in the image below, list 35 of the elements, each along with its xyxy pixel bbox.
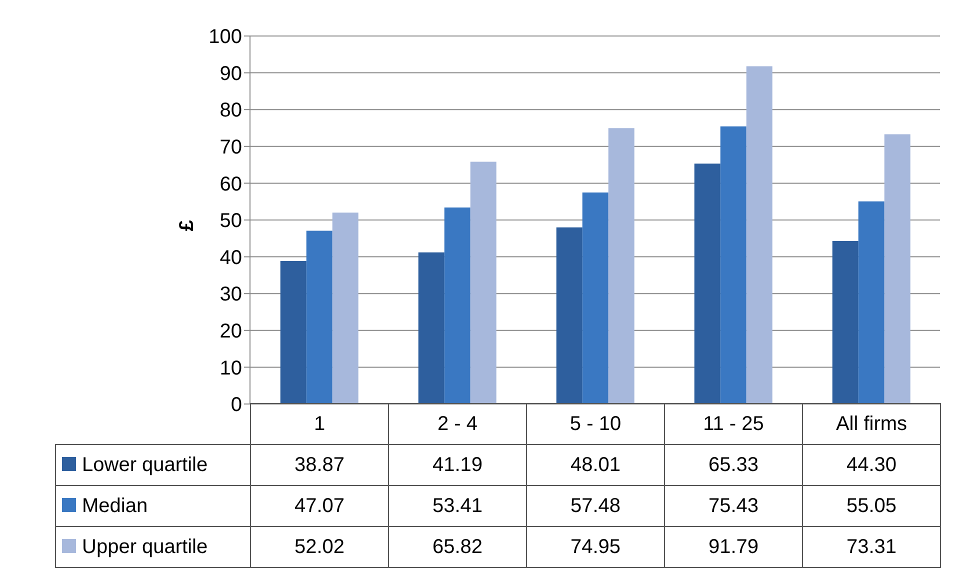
x-tick-label: All firms [802, 404, 940, 444]
data-label: 65.33 [664, 444, 802, 486]
data-label: 74.95 [526, 526, 664, 568]
y-tick-label: 50 [220, 210, 242, 232]
y-tick-label: 80 [220, 100, 242, 122]
x-tick-label: 2 - 4 [388, 404, 526, 444]
y-tick-label: 10 [220, 357, 242, 380]
data-label: 38.87 [250, 444, 388, 486]
y-tick-label: 20 [220, 320, 242, 342]
data-label: 52.02 [250, 526, 388, 568]
y-tick-label: 0 [230, 394, 242, 416]
y-tick-label: 90 [220, 62, 242, 85]
data-label: 44.30 [802, 444, 940, 486]
legend-label: Median [56, 486, 250, 526]
data-label: 65.82 [388, 526, 526, 568]
data-label: 75.43 [664, 486, 802, 526]
x-tick-label: 11 - 25 [664, 404, 802, 444]
data-label: 91.79 [664, 526, 802, 568]
data-label: 47.07 [250, 486, 388, 526]
data-label: 73.31 [802, 526, 940, 568]
data-label: 57.48 [526, 486, 664, 526]
y-tick-label: 100 [208, 26, 242, 48]
y-axis-title: £ [176, 220, 198, 232]
x-tick-label: 1 [250, 404, 388, 444]
y-tick-label: 40 [220, 246, 242, 269]
legend-label: Upper quartile [56, 526, 250, 568]
y-tick-label: 70 [220, 136, 242, 158]
data-label: 48.01 [526, 444, 664, 486]
x-tick-label: 5 - 10 [526, 404, 664, 444]
data-label: 41.19 [388, 444, 526, 486]
data-label: 53.41 [388, 486, 526, 526]
y-tick-label: 30 [220, 284, 242, 306]
y-tick-label: 60 [220, 173, 242, 196]
legend-label: Lower quartile [56, 444, 250, 486]
data-label: 55.05 [802, 486, 940, 526]
